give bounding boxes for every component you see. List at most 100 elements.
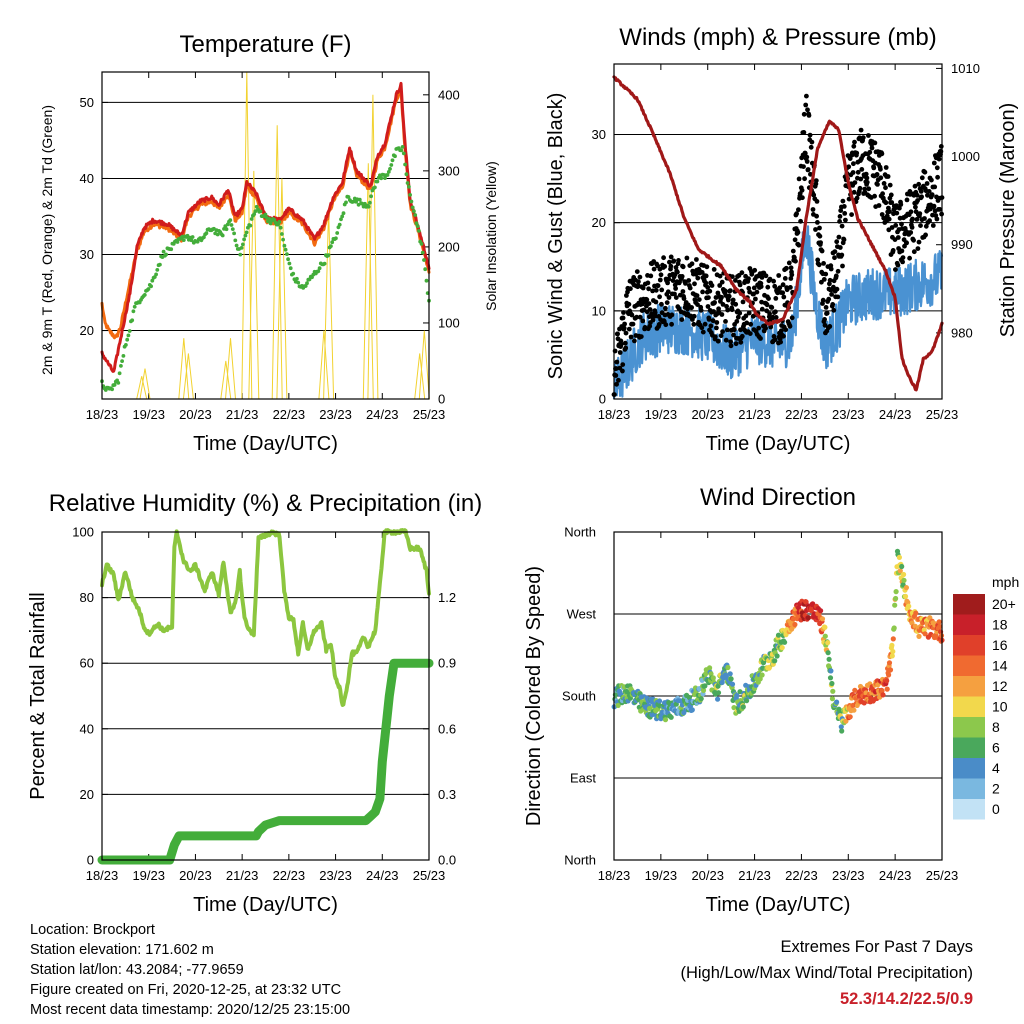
direction-point [893, 589, 899, 595]
gust-point [637, 274, 643, 280]
dewpoint-point [277, 220, 282, 224]
colorbar-swatch [953, 635, 985, 656]
gust-point [787, 323, 793, 329]
gust-point [788, 265, 794, 271]
gust-point [668, 254, 674, 260]
dewpoint-point [389, 163, 394, 167]
gust-point [657, 294, 662, 300]
y2-tick-label: 0.0 [438, 853, 456, 868]
direction-point [825, 640, 831, 646]
gust-point [647, 307, 653, 312]
gust-point [887, 182, 893, 188]
solar-spike [271, 125, 283, 400]
solar-spike [367, 94, 379, 400]
direction-point [810, 601, 816, 607]
dewpoint-point [130, 318, 135, 323]
gust-point [728, 339, 733, 345]
dewpoint-point [248, 223, 253, 228]
dewpoint-point [383, 176, 387, 181]
gust-point [718, 333, 724, 339]
dewpoint-point [401, 151, 406, 156]
gust-point [793, 258, 798, 264]
direction-point [662, 717, 669, 723]
gust-point [675, 269, 680, 275]
gust-point [803, 102, 809, 108]
gust-point [737, 310, 743, 316]
gust-point [729, 307, 735, 313]
gust-point [931, 203, 937, 209]
dewpoint-point [400, 145, 405, 149]
gust-point [852, 180, 858, 186]
dewpoint-point [243, 233, 248, 238]
rh-line [100, 528, 431, 707]
solar-spike [418, 330, 430, 400]
gust-point [739, 333, 745, 339]
direction-point [901, 571, 907, 578]
gust-point [666, 295, 672, 300]
gust-point [733, 278, 738, 283]
plot-border [613, 531, 943, 861]
gust-point [831, 284, 836, 290]
dewpoint-point [322, 261, 327, 266]
gust-point [730, 297, 736, 303]
direction-point [734, 692, 740, 699]
dewpoint-point [305, 281, 309, 286]
gust-point [852, 139, 857, 145]
gust-point [771, 278, 776, 284]
gust-point [746, 285, 752, 291]
dewpoint-point [252, 212, 257, 217]
gust-point [623, 330, 629, 336]
direction-point [829, 696, 836, 702]
gust-point [658, 272, 664, 278]
dewpoint-point [386, 170, 391, 174]
x-tick-label: 24/23 [879, 868, 912, 883]
gust-point [614, 359, 620, 365]
gust-point [908, 230, 914, 235]
gust-point [655, 283, 661, 289]
gust-point [637, 314, 643, 320]
gust-point [630, 321, 636, 327]
gust-point [773, 315, 779, 320]
gust-point [864, 175, 870, 181]
direction-point [891, 625, 897, 631]
dewpoint-point [316, 269, 321, 274]
gust-point [880, 191, 885, 197]
gust-point [919, 175, 925, 181]
gust-point [795, 230, 801, 235]
gust-point [621, 325, 627, 331]
direction-point [707, 665, 713, 671]
dewpoint-point [242, 237, 247, 242]
gust-point [801, 111, 807, 117]
gust-point [711, 309, 716, 314]
dewpoint-point [420, 250, 425, 255]
gust-point [624, 293, 629, 298]
gust-point [640, 285, 646, 291]
gust-point [930, 223, 936, 228]
gust-point [661, 255, 666, 261]
gust-point [646, 286, 651, 292]
gust-point [733, 341, 739, 347]
gust-point [796, 242, 802, 248]
direction-point [668, 714, 674, 720]
gust-point [788, 276, 794, 281]
dewpoint-point [125, 337, 130, 342]
gust-point [789, 315, 795, 321]
gust-point [751, 285, 757, 291]
gust-point [849, 212, 854, 218]
colorbar-swatch [953, 758, 985, 779]
gust-point [827, 277, 833, 283]
gust-point [834, 239, 840, 245]
gust-point [663, 322, 669, 328]
dewpoint-point [169, 247, 174, 252]
gust-point [885, 174, 891, 179]
gust-point [932, 184, 938, 190]
dewpoint-point [344, 200, 348, 205]
gust-point [759, 275, 765, 280]
colorbar-label: 2 [992, 781, 1000, 797]
dewpoint-point [413, 213, 418, 217]
gust-point [693, 271, 699, 277]
y-axis-label: 2m & 9m T (Red, Orange) & 2m Td (Green) [39, 105, 55, 375]
direction-point [759, 672, 765, 678]
gust-point [717, 273, 723, 279]
gust-point [707, 288, 713, 294]
